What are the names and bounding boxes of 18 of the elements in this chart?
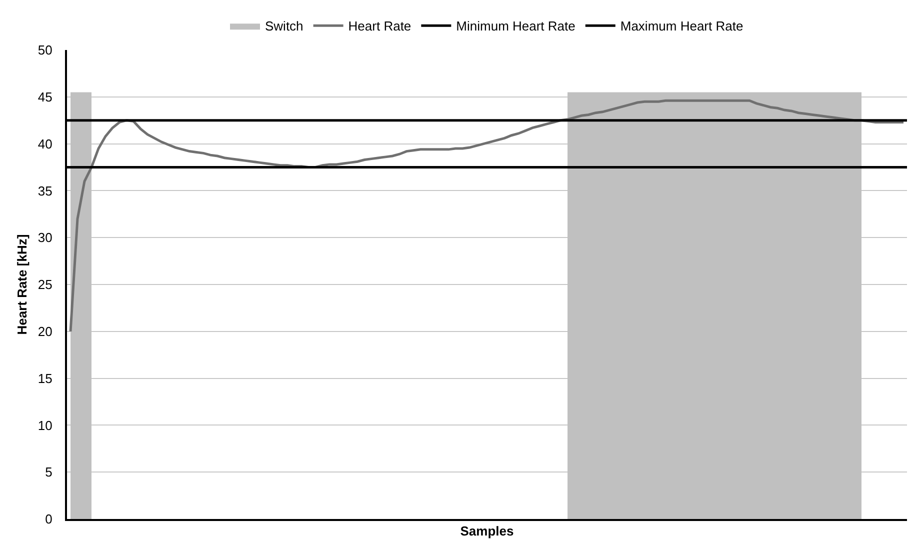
y-tick-label: 0 [45, 512, 52, 527]
y-tick-label: 30 [38, 230, 52, 246]
y-tick-label: 5 [45, 464, 52, 480]
legend-label: Heart Rate [348, 18, 412, 34]
legend-label: Switch [265, 18, 304, 34]
y-tick-label: 20 [38, 324, 52, 339]
legend-label: Minimum Heart Rate [456, 18, 576, 34]
y-tick-label: 10 [38, 418, 52, 433]
y-tick-label: 40 [38, 136, 52, 152]
legend-label: Maximum Heart Rate [620, 18, 744, 34]
line-series [69, 99, 905, 333]
y-tick-label: 25 [38, 277, 52, 292]
x-axis-title: Samples [460, 524, 514, 539]
y-tick-label: 15 [38, 370, 52, 386]
y-tick-label: 35 [38, 183, 52, 198]
y-tick-label: 50 [38, 42, 52, 58]
y-tick-label: 45 [38, 89, 52, 104]
y-axis-title: Heart Rate [kHz] [14, 234, 30, 335]
